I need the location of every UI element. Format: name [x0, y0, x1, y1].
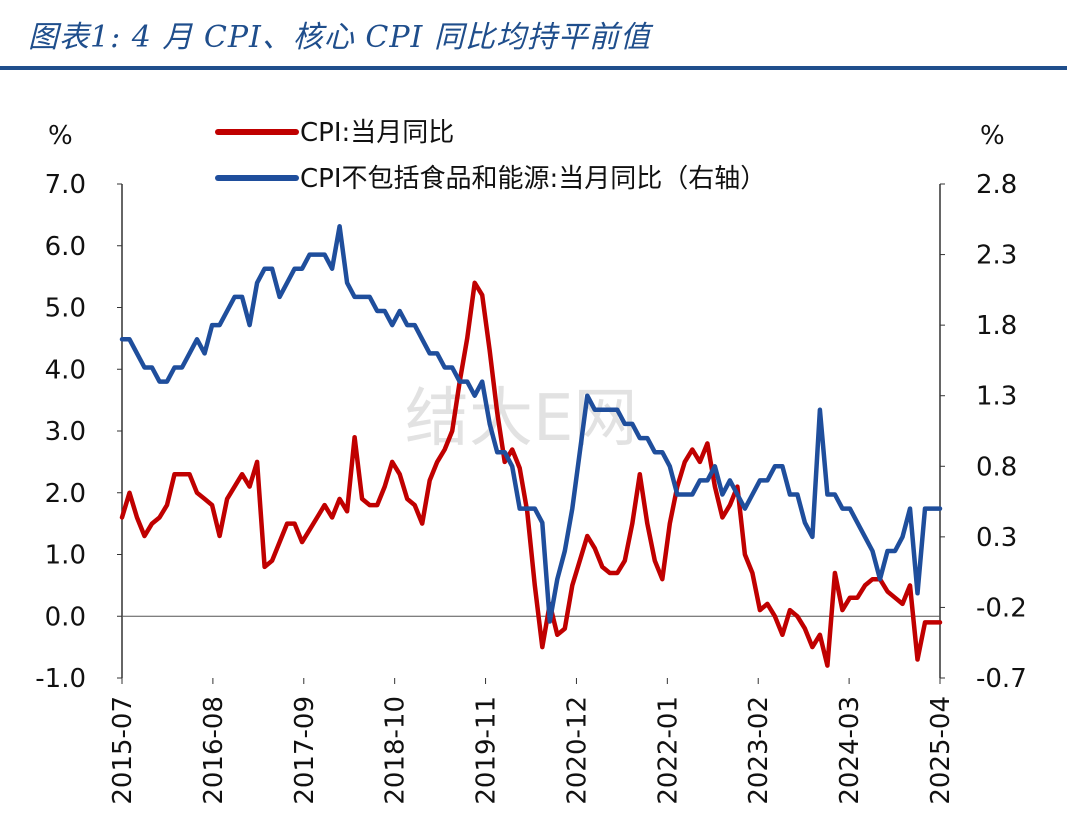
- left-tick-label: 3.0: [45, 417, 86, 447]
- x-tick-label: 2017-09: [290, 696, 320, 805]
- legend: CPI:当月同比 CPI不包括食品和能源:当月同比（右轴）: [215, 118, 766, 194]
- legend-label: CPI不包括食品和能源:当月同比（右轴）: [300, 164, 766, 194]
- right-tick-label: 1.8: [976, 311, 1017, 341]
- watermark-text: 结大E网: [405, 382, 637, 456]
- right-tick-label: 1.3: [976, 382, 1017, 412]
- title-divider: [0, 66, 1067, 70]
- x-tick-label: 2022-01: [653, 696, 683, 805]
- x-tick-label: 2025-04: [926, 696, 956, 805]
- x-tick-label: 2024-03: [835, 696, 865, 805]
- x-tick-label: 2018-10: [381, 696, 411, 805]
- x-tick-label: 2023-02: [744, 696, 774, 805]
- left-tick-label: 5.0: [45, 294, 86, 324]
- x-tick-label: 2019-11: [472, 696, 502, 805]
- right-axis-unit: %: [980, 121, 1005, 151]
- left-tick-label: 7.0: [45, 170, 86, 200]
- right-tick-label: 0.3: [976, 523, 1017, 553]
- left-tick-label: 4.0: [45, 355, 86, 385]
- left-tick-label: 1.0: [45, 541, 86, 571]
- x-tick-label: 2015-07: [108, 696, 138, 805]
- left-tick-label: 2.0: [45, 479, 86, 509]
- series-lines: [119, 224, 943, 668]
- right-tick-label: -0.7: [976, 664, 1027, 694]
- right-tick-label: 2.8: [976, 170, 1017, 200]
- axes-group: 7.0 6.0 5.0 4.0 3.0 2.0 1.0 0.0 -1.0 2.8 2.3 1.8 1.3…: [35, 121, 1026, 805]
- right-tick-label: 0.8: [976, 452, 1017, 482]
- right-tick-label: 2.3: [976, 241, 1017, 271]
- right-tick-label: -0.2: [976, 593, 1027, 623]
- legend-label: CPI:当月同比: [300, 118, 454, 148]
- x-tick-label: 2020-12: [562, 696, 592, 805]
- left-tick-label: 6.0: [45, 232, 86, 262]
- left-tick-label: 0.0: [45, 602, 86, 632]
- left-axis-unit: %: [48, 121, 73, 151]
- left-tick-label: -1.0: [35, 664, 86, 694]
- core-cpi-series-line: [119, 224, 943, 624]
- figure-title: 图表1: 4 月 CPI、核心 CPI 同比均持平前值: [28, 20, 651, 55]
- cpi-series-line: [119, 280, 943, 668]
- x-tick-label: 2016-08: [199, 696, 229, 805]
